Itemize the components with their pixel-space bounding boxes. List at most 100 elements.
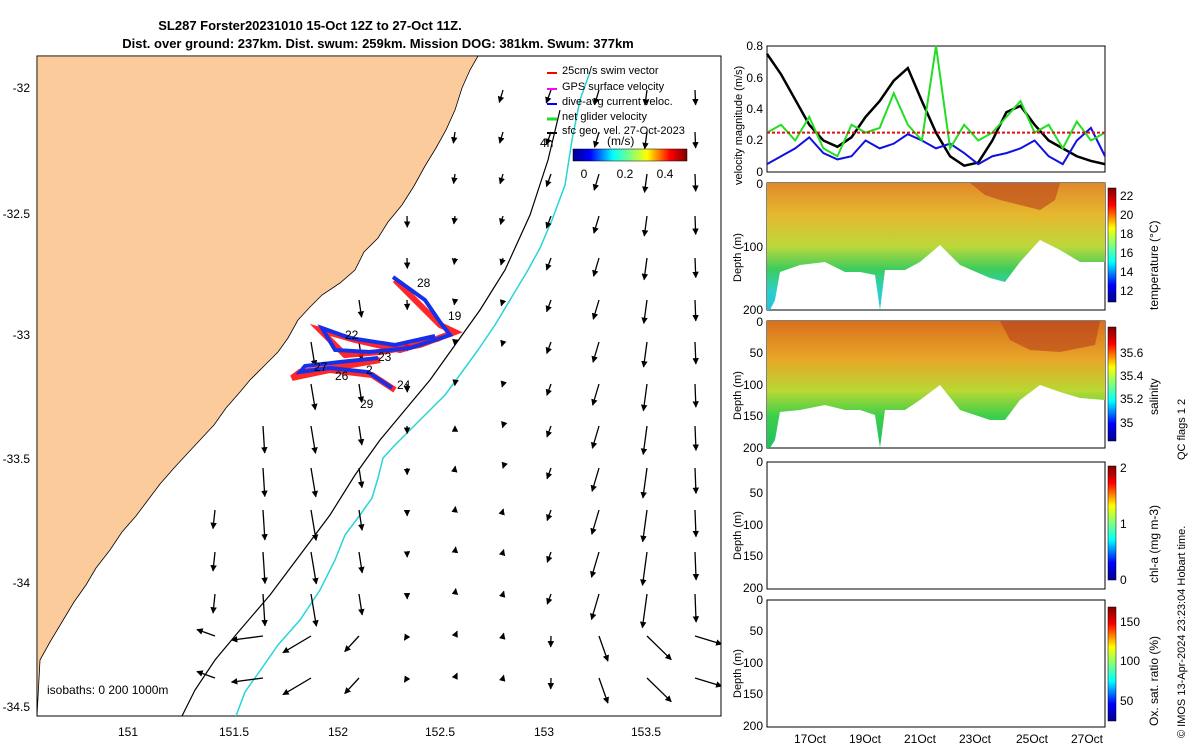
current-vector-arrow [598, 677, 610, 704]
current-vector-arrow [590, 467, 600, 492]
title-line1: SL287 Forster20231010 15-Oct 12Z to 27-O… [158, 18, 462, 33]
day-label: 22 [345, 328, 359, 342]
cbar-tick: 16 [1120, 246, 1134, 260]
current-vector-arrow [640, 551, 648, 586]
cbar-tick: 50 [1120, 694, 1134, 708]
day-label: 29 [360, 397, 374, 411]
speed-colorbar [572, 148, 688, 162]
depth-tick: 0 [756, 315, 763, 329]
cbar-tick: 18 [1120, 227, 1134, 241]
depth-tick: 100 [743, 378, 763, 392]
depth-tick: 200 [743, 303, 763, 317]
current-vector-arrow [210, 509, 217, 530]
cbar-tick: 22 [1120, 189, 1134, 203]
current-vector-arrow [545, 257, 552, 271]
lat-tick: -34.5 [3, 700, 31, 714]
cbar-tick: 1 [1120, 517, 1127, 531]
current-vector-arrow [692, 257, 699, 279]
current-vector-arrow [546, 593, 553, 605]
current-vector-arrow [592, 215, 600, 234]
current-vector-arrow [358, 509, 365, 531]
current-vector-arrow [591, 299, 600, 320]
vel-tick: 0.4 [746, 102, 763, 116]
current-vector-arrow [261, 593, 268, 627]
depth-label: Depth (m) [732, 649, 744, 698]
current-vector-arrow [642, 89, 649, 106]
current-vector-arrow [451, 173, 458, 185]
velocity-series-line [766, 45, 1106, 158]
lat-tick: -33 [13, 328, 31, 342]
current-vector-arrow [261, 425, 268, 454]
cbar-tick: 14 [1120, 265, 1134, 279]
isobath-label: isobaths: 0 200 1000m [47, 683, 168, 697]
depth-tick: 0 [756, 177, 763, 191]
time-tick: 25Oct [1016, 732, 1049, 746]
current-vector-arrow [545, 173, 552, 188]
legend-label: sfc geo. vel. 27-Oct-2023 [562, 125, 685, 137]
current-vector-arrow [692, 131, 699, 149]
depth-tick: 150 [743, 549, 763, 563]
current-vector-arrow [641, 341, 648, 368]
lon-tick: 152 [328, 725, 348, 739]
current-vector-arrow [451, 588, 459, 595]
current-vector-arrow [640, 383, 648, 412]
map-panel: 28 19 22 23 27 26 2 24 29 25cm/s swim ve… [3, 55, 722, 739]
legend-label: dive-avg current veloc. [562, 96, 673, 108]
map-legend: 25cm/s swim vector GPS surface velocity … [540, 65, 688, 181]
current-vector-arrow [282, 635, 312, 654]
current-vector-arrow [592, 257, 600, 277]
current-vector-arrow [261, 551, 268, 585]
current-vector-arrow [210, 551, 217, 572]
day-label: 28 [417, 276, 431, 290]
depth-tick: 0 [756, 455, 763, 469]
current-vector-arrow [641, 299, 648, 325]
current-vector-arrow [692, 383, 699, 408]
current-vector-arrow [344, 677, 360, 695]
depth-tick: 100 [743, 656, 763, 670]
depth-tick: 50 [750, 346, 764, 360]
map-lon-ticks: 151 151.5 152 152.5 153 153.5 [118, 725, 661, 739]
current-vector-arrow [591, 383, 600, 406]
temperature-panel: 22 20 18 16 14 12 temperature (°C) [766, 182, 1161, 311]
current-vector-arrow [692, 215, 699, 236]
cbar-tick: 2 [1120, 461, 1127, 475]
day-label: 2 [366, 363, 373, 377]
panel-label: temperature (°C) [1147, 221, 1161, 311]
current-vector-arrow [451, 215, 458, 225]
current-vector-arrow [499, 215, 506, 226]
current-vector-arrow [545, 341, 552, 355]
time-tick: 23Oct [959, 732, 992, 746]
day-label: 23 [378, 350, 392, 364]
current-vector-arrow [545, 299, 552, 313]
salinity-field [767, 321, 1105, 448]
current-vector-arrow [590, 551, 600, 578]
colorbar-unit: (m/s) [607, 134, 634, 148]
current-vector-arrow [590, 425, 600, 449]
title-line2: Dist. over ground: 237km. Dist. swum: 25… [122, 36, 634, 51]
current-vector-arrow [230, 635, 264, 643]
depth-axes: 0 100 200 0 50 100 150 200 0 50 100 150 … [732, 177, 763, 733]
current-vector-arrow [499, 590, 506, 598]
day-label: 26 [335, 369, 349, 383]
current-vector-arrow [590, 509, 600, 535]
cbar-tick: 35 [1120, 416, 1134, 430]
legend-label: 25cm/s swim vector [562, 65, 659, 77]
depth-label: Depth (m) [732, 511, 744, 560]
current-vector-arrow [310, 509, 319, 542]
colorbar-tick: 0 [581, 167, 588, 181]
panel-label: salinity [1147, 378, 1161, 415]
current-vector-arrow [646, 677, 672, 703]
current-vector-arrow [590, 593, 600, 621]
vel-tick: 0.2 [746, 133, 763, 147]
current-vector-arrow [498, 548, 506, 557]
legend-label: GPS surface velocity [562, 81, 665, 93]
current-vector-arrow [499, 674, 506, 682]
current-vector-arrow [692, 425, 700, 451]
velocity-ylabel: velocity magnitude (m/s) [733, 66, 745, 185]
current-vector-arrow [196, 628, 216, 637]
oxygen-panel: 150 100 50 Ox. sat. ratio (%) [766, 599, 1161, 728]
legend-label: net glider velocity [562, 111, 647, 123]
current-vector-arrow [230, 677, 264, 685]
depth-tick: 0 [756, 593, 763, 607]
lat-tick: -32.5 [3, 207, 31, 221]
